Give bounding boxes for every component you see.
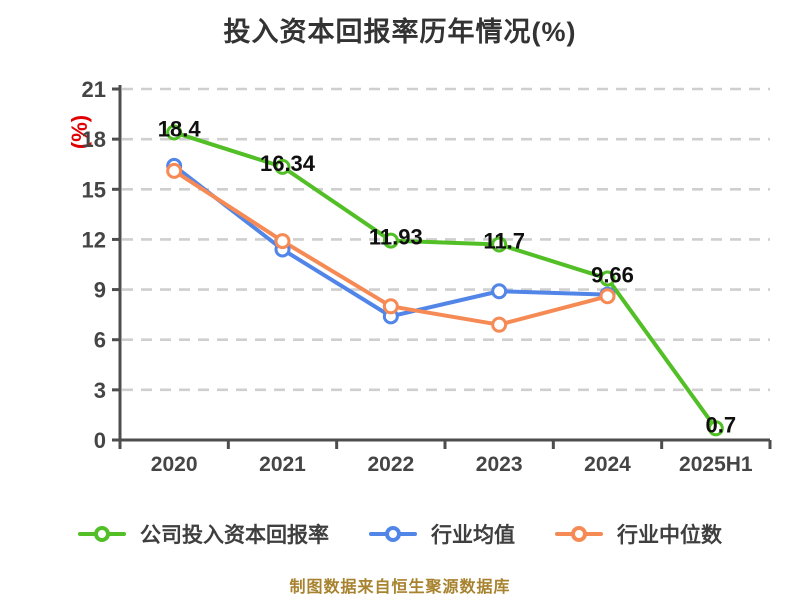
x-tick-label: 2025H1 <box>679 453 753 476</box>
x-tick-label: 2022 <box>367 453 414 476</box>
legend-item-industry-median: 行业中位数 <box>555 519 722 549</box>
legend-item-company: 公司投入资本回报率 <box>78 519 329 549</box>
x-tick-label: 2021 <box>259 453 306 476</box>
y-tick-label: 6 <box>94 328 106 353</box>
data-point-company <box>491 236 508 253</box>
series-line-company <box>172 130 718 431</box>
y-tick-label: 18 <box>82 127 106 152</box>
data-point-label: 0.7 <box>706 412 737 437</box>
y-tick-label: 21 <box>82 77 106 102</box>
data-point-company <box>707 420 724 437</box>
data-point-company <box>166 124 183 141</box>
legend-marker-industry-median-icon <box>555 521 603 547</box>
data-point-industry-mean <box>491 283 508 300</box>
data-point-label: 11.93 <box>369 225 423 250</box>
data-point-company <box>382 232 399 249</box>
legend-label-industry-mean: 行业均值 <box>431 524 515 547</box>
x-tick-label: 2023 <box>476 453 523 476</box>
data-point-label: 18.4 <box>158 116 202 141</box>
legend: 公司投入资本回报率 行业均值 行业中位数 <box>0 519 800 549</box>
data-point-industry-median <box>166 162 183 179</box>
y-tick-label: 0 <box>94 428 106 453</box>
data-point-industry-median <box>599 288 616 305</box>
x-tick-label: 2024 <box>584 453 631 476</box>
y-tick-label: 9 <box>94 278 106 303</box>
data-point-label: 16.34 <box>260 151 316 176</box>
data-point-company <box>599 270 616 287</box>
x-tick-label: 2020 <box>151 453 198 476</box>
y-tick-label: 15 <box>82 177 106 202</box>
legend-label-industry-median: 行业中位数 <box>617 524 722 547</box>
legend-marker-company-icon <box>78 521 126 547</box>
legend-label-company: 公司投入资本回报率 <box>140 524 329 547</box>
data-point-company <box>274 158 291 175</box>
y-tick-label: 12 <box>82 227 106 252</box>
data-point-industry-median <box>491 316 508 333</box>
legend-marker-industry-mean-icon <box>369 521 417 547</box>
legend-item-industry-mean: 行业均值 <box>369 519 515 549</box>
data-point-industry-median <box>382 298 399 315</box>
y-tick-label: 3 <box>94 378 106 403</box>
chart-title: 投入资本回报率历年情况(%) <box>223 17 577 47</box>
data-point-industry-median <box>274 233 291 250</box>
chart-source-caption: 制图数据来自恒生聚源数据库 <box>289 579 511 596</box>
chart-plot-area: 0 3 6 9 12 15 18 21 2020 2021 2022 2023 2024 2025H1 18… <box>82 77 772 476</box>
data-point-label: 11.7 <box>483 228 525 253</box>
data-point-label: 9.66 <box>591 263 634 288</box>
